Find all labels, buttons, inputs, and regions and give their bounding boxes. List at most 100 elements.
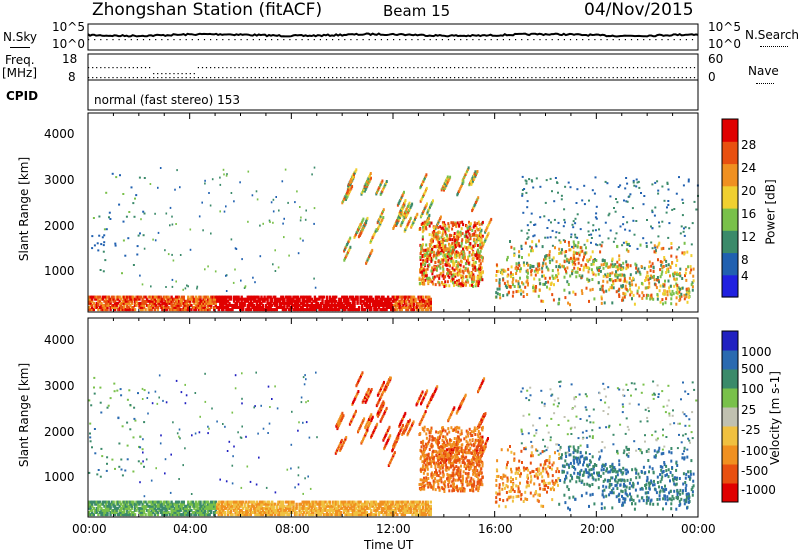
heat-cell (200, 513, 204, 517)
heat-cell (415, 214, 418, 218)
heat-cell (629, 193, 632, 196)
heat-cell (547, 219, 550, 222)
heat-cell (451, 241, 454, 245)
heat-cell (587, 230, 590, 233)
heat-cell (295, 301, 298, 305)
heat-cell (673, 277, 676, 281)
heat-cell (426, 210, 429, 214)
heat-cell (446, 254, 449, 258)
heat-cell (164, 301, 167, 305)
heat-cell (263, 295, 266, 299)
heat-cell (691, 285, 694, 289)
heat-cell (433, 232, 436, 236)
heat-cell (275, 303, 278, 307)
heat-cell (426, 276, 429, 280)
freq-dot (506, 67, 509, 69)
heat-cell (400, 297, 403, 301)
heat-cell (574, 217, 577, 220)
heat-cell (678, 176, 680, 179)
heat-cell (393, 504, 396, 508)
heat-cell (408, 299, 411, 303)
heat-cell (184, 287, 187, 290)
heat-cell (472, 244, 475, 248)
heat-cell (321, 308, 324, 312)
heat-cell (330, 508, 333, 512)
heat-cell (525, 182, 528, 185)
heat-cell (257, 303, 260, 307)
heat-cell (246, 297, 249, 301)
heat-cell (639, 272, 642, 276)
heat-cell (315, 297, 318, 301)
heat-cell (289, 502, 292, 506)
heat-cell (152, 306, 155, 309)
heat-cell (345, 253, 348, 257)
heat-cell (446, 182, 449, 186)
nave-dot (108, 77, 110, 79)
heat-cell (109, 506, 112, 510)
heat-cell (377, 295, 381, 299)
heat-cell (656, 293, 659, 296)
heat-cell (410, 224, 413, 228)
heat-cell (129, 303, 132, 307)
heat-cell (438, 231, 441, 235)
heat-cell (447, 262, 450, 266)
heat-cell (104, 306, 108, 309)
heat-cell (578, 274, 581, 278)
heat-cell (455, 255, 458, 259)
heat-cell (455, 267, 458, 271)
heat-cell (226, 511, 230, 514)
heat-cell (117, 500, 120, 504)
heat-cell (136, 297, 140, 301)
heat-cell (428, 243, 431, 246)
heat-cell (386, 504, 390, 508)
heat-cell (122, 220, 125, 223)
heat-cell (626, 200, 629, 203)
heat-cell (390, 301, 393, 305)
heat-cell (386, 502, 390, 506)
heat-cell (436, 244, 439, 248)
heat-cell (106, 508, 109, 512)
heat-cell (368, 175, 371, 179)
heat-cell (344, 246, 347, 250)
heat-cell (673, 272, 676, 275)
heat-cell (436, 274, 439, 278)
heat-cell (97, 504, 100, 508)
heat-cell (113, 511, 117, 514)
heat-cell (671, 208, 674, 211)
heat-cell (168, 504, 172, 508)
heat-cell (541, 274, 544, 278)
heat-cell (149, 308, 152, 312)
heat-cell (436, 223, 439, 227)
heat-cell (382, 295, 385, 299)
nave-dot (291, 77, 293, 79)
heat-cell (225, 274, 227, 277)
heat-cell (179, 504, 182, 508)
heat-cell (139, 306, 143, 309)
heat-cell (275, 301, 278, 305)
heat-cell (424, 254, 427, 257)
heat-cell (182, 303, 185, 307)
heat-cell (613, 264, 615, 268)
heat-cell (574, 244, 577, 248)
heat-cell (347, 511, 350, 514)
nave-dot (632, 77, 635, 79)
heat-cell (442, 244, 444, 247)
heat-cell (447, 274, 450, 278)
heat-cell (624, 292, 627, 296)
heat-cell (258, 297, 262, 301)
heat-cell (202, 511, 205, 514)
heat-cell (322, 295, 326, 299)
heat-cell (386, 513, 390, 517)
heat-cell (370, 502, 373, 506)
heat-cell (419, 215, 422, 219)
heat-cell (476, 268, 479, 272)
heat-cell (611, 271, 614, 275)
heat-cell (91, 235, 94, 238)
heat-cell (405, 306, 408, 309)
heat-cell (245, 506, 248, 510)
heat-cell (378, 224, 381, 227)
nave-dot (685, 77, 687, 79)
heat-cell (306, 306, 309, 309)
heat-cell (574, 262, 577, 266)
nsearch-dot (283, 39, 285, 41)
